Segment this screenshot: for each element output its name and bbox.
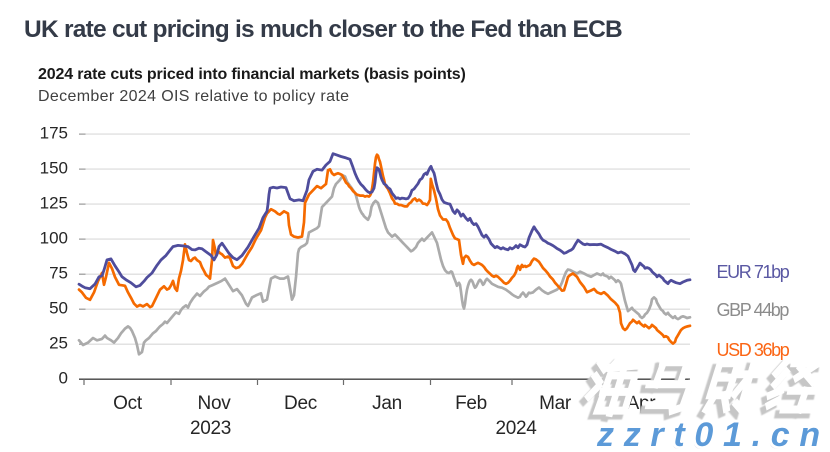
svg-text:2023: 2023 — [190, 418, 231, 439]
svg-text:125: 125 — [40, 193, 68, 212]
svg-text:Jan: Jan — [372, 393, 402, 414]
svg-text:Mar: Mar — [539, 393, 572, 414]
svg-text:zzrt01.cn: zzrt01.cn — [596, 416, 830, 452]
svg-text:25: 25 — [49, 333, 68, 352]
svg-text:100: 100 — [40, 228, 68, 247]
svg-text:GBP 44bp: GBP 44bp — [717, 300, 790, 320]
svg-text:USD 36bp: USD 36bp — [717, 340, 790, 360]
svg-text:EUR 71bp: EUR 71bp — [717, 262, 790, 282]
svg-text:Feb: Feb — [455, 393, 487, 414]
svg-text:50: 50 — [49, 298, 68, 317]
svg-text:150: 150 — [40, 158, 68, 177]
svg-text:Nov: Nov — [198, 393, 232, 414]
svg-text:2024: 2024 — [495, 418, 537, 439]
svg-text:175: 175 — [40, 123, 68, 142]
svg-text:zzrt01.cn: zzrt01.cn — [596, 416, 830, 452]
svg-text:Oct: Oct — [113, 393, 143, 414]
svg-text:zzrt01.cn: zzrt01.cn — [594, 419, 828, 452]
svg-text:0: 0 — [59, 368, 68, 387]
svg-text:75: 75 — [49, 263, 68, 282]
svg-text:Dec: Dec — [284, 393, 317, 414]
